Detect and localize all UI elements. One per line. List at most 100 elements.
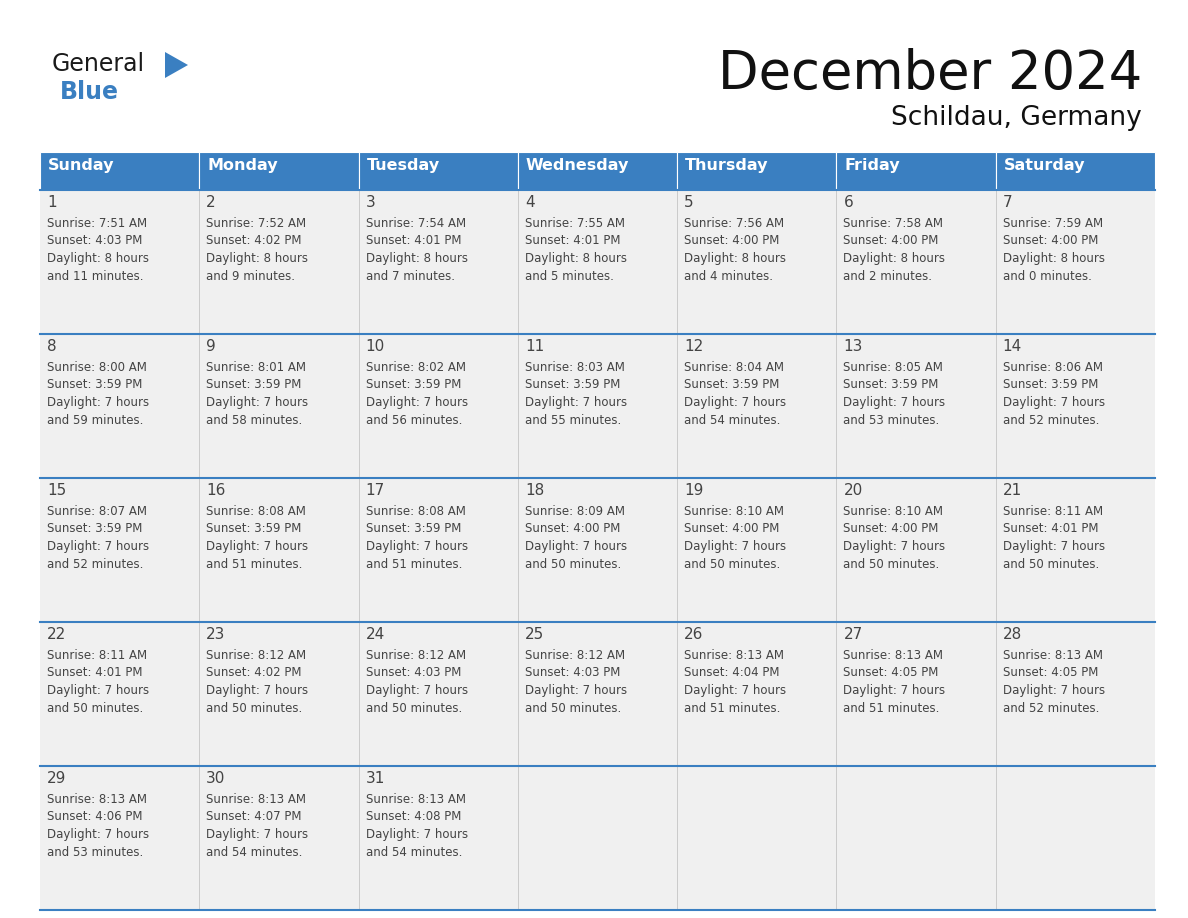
Text: and 53 minutes.: and 53 minutes. xyxy=(48,845,144,858)
Text: Daylight: 7 hours: Daylight: 7 hours xyxy=(843,396,946,409)
Polygon shape xyxy=(165,52,188,78)
Text: and 5 minutes.: and 5 minutes. xyxy=(525,270,614,283)
Bar xyxy=(836,766,996,910)
Text: Sunrise: 8:07 AM: Sunrise: 8:07 AM xyxy=(48,505,147,518)
Text: Sunset: 4:05 PM: Sunset: 4:05 PM xyxy=(843,666,939,679)
Text: Sunrise: 8:12 AM: Sunrise: 8:12 AM xyxy=(366,649,466,662)
Text: Daylight: 8 hours: Daylight: 8 hours xyxy=(366,252,468,265)
Text: and 7 minutes.: and 7 minutes. xyxy=(366,270,455,283)
Text: Sunset: 4:07 PM: Sunset: 4:07 PM xyxy=(207,811,302,823)
Text: and 0 minutes.: and 0 minutes. xyxy=(1003,270,1092,283)
Text: Daylight: 7 hours: Daylight: 7 hours xyxy=(207,396,309,409)
Text: and 50 minutes.: and 50 minutes. xyxy=(684,557,781,570)
Text: Sunset: 4:00 PM: Sunset: 4:00 PM xyxy=(843,522,939,535)
Bar xyxy=(836,152,996,190)
Text: Sunrise: 8:06 AM: Sunrise: 8:06 AM xyxy=(1003,361,1102,374)
Text: 18: 18 xyxy=(525,483,544,498)
Text: Sunset: 4:00 PM: Sunset: 4:00 PM xyxy=(684,234,779,248)
Text: Sunrise: 7:55 AM: Sunrise: 7:55 AM xyxy=(525,217,625,230)
Text: Sunset: 3:59 PM: Sunset: 3:59 PM xyxy=(48,522,143,535)
Text: 22: 22 xyxy=(48,627,67,642)
Text: Daylight: 7 hours: Daylight: 7 hours xyxy=(48,684,150,697)
Bar xyxy=(996,622,1155,766)
Text: 29: 29 xyxy=(48,771,67,786)
Bar xyxy=(200,190,359,334)
Bar xyxy=(996,152,1155,190)
Text: 27: 27 xyxy=(843,627,862,642)
Text: 14: 14 xyxy=(1003,339,1022,354)
Text: Sunset: 4:00 PM: Sunset: 4:00 PM xyxy=(843,234,939,248)
Text: December 2024: December 2024 xyxy=(718,48,1142,100)
Text: Sunrise: 8:11 AM: Sunrise: 8:11 AM xyxy=(48,649,147,662)
Bar xyxy=(996,190,1155,334)
Text: Sunset: 4:08 PM: Sunset: 4:08 PM xyxy=(366,811,461,823)
Text: Sunrise: 8:10 AM: Sunrise: 8:10 AM xyxy=(684,505,784,518)
Text: Sunset: 4:06 PM: Sunset: 4:06 PM xyxy=(48,811,143,823)
Bar xyxy=(200,334,359,478)
Bar xyxy=(836,190,996,334)
Text: and 52 minutes.: and 52 minutes. xyxy=(1003,701,1099,714)
Text: and 11 minutes.: and 11 minutes. xyxy=(48,270,144,283)
Text: 3: 3 xyxy=(366,195,375,210)
Bar xyxy=(518,766,677,910)
Text: 8: 8 xyxy=(48,339,57,354)
Text: Sunset: 4:03 PM: Sunset: 4:03 PM xyxy=(366,666,461,679)
Text: 10: 10 xyxy=(366,339,385,354)
Text: Sunset: 4:01 PM: Sunset: 4:01 PM xyxy=(48,666,143,679)
Text: 30: 30 xyxy=(207,771,226,786)
Text: and 50 minutes.: and 50 minutes. xyxy=(525,557,621,570)
Bar xyxy=(518,478,677,622)
Text: and 58 minutes.: and 58 minutes. xyxy=(207,413,303,427)
Text: Daylight: 7 hours: Daylight: 7 hours xyxy=(1003,540,1105,553)
Text: and 54 minutes.: and 54 minutes. xyxy=(684,413,781,427)
Text: Daylight: 7 hours: Daylight: 7 hours xyxy=(207,684,309,697)
Text: Thursday: Thursday xyxy=(685,158,769,173)
Bar xyxy=(677,478,836,622)
Text: Sunrise: 8:02 AM: Sunrise: 8:02 AM xyxy=(366,361,466,374)
Text: Sunset: 3:59 PM: Sunset: 3:59 PM xyxy=(48,378,143,391)
Text: Sunset: 4:05 PM: Sunset: 4:05 PM xyxy=(1003,666,1098,679)
Text: Daylight: 7 hours: Daylight: 7 hours xyxy=(207,828,309,841)
Text: Sunset: 4:00 PM: Sunset: 4:00 PM xyxy=(1003,234,1098,248)
Text: Daylight: 8 hours: Daylight: 8 hours xyxy=(207,252,308,265)
Text: Sunrise: 8:13 AM: Sunrise: 8:13 AM xyxy=(366,793,466,806)
Text: Tuesday: Tuesday xyxy=(367,158,440,173)
Text: Sunset: 3:59 PM: Sunset: 3:59 PM xyxy=(684,378,779,391)
Text: Sunset: 4:03 PM: Sunset: 4:03 PM xyxy=(525,666,620,679)
Text: Sunrise: 8:05 AM: Sunrise: 8:05 AM xyxy=(843,361,943,374)
Text: Daylight: 7 hours: Daylight: 7 hours xyxy=(684,684,786,697)
Text: Sunset: 4:00 PM: Sunset: 4:00 PM xyxy=(525,522,620,535)
Text: 7: 7 xyxy=(1003,195,1012,210)
Text: Daylight: 8 hours: Daylight: 8 hours xyxy=(48,252,148,265)
Text: General: General xyxy=(52,52,145,76)
Text: and 4 minutes.: and 4 minutes. xyxy=(684,270,773,283)
Text: Sunset: 3:59 PM: Sunset: 3:59 PM xyxy=(843,378,939,391)
Text: Daylight: 8 hours: Daylight: 8 hours xyxy=(684,252,786,265)
Bar xyxy=(40,152,200,190)
Bar xyxy=(518,152,677,190)
Text: and 52 minutes.: and 52 minutes. xyxy=(1003,413,1099,427)
Text: Schildau, Germany: Schildau, Germany xyxy=(891,105,1142,131)
Bar xyxy=(518,622,677,766)
Text: Daylight: 7 hours: Daylight: 7 hours xyxy=(1003,684,1105,697)
Text: and 50 minutes.: and 50 minutes. xyxy=(525,701,621,714)
Bar xyxy=(200,622,359,766)
Text: Sunset: 3:59 PM: Sunset: 3:59 PM xyxy=(366,522,461,535)
Bar xyxy=(836,478,996,622)
Text: Monday: Monday xyxy=(207,158,278,173)
Text: Sunrise: 8:13 AM: Sunrise: 8:13 AM xyxy=(1003,649,1102,662)
Text: Daylight: 7 hours: Daylight: 7 hours xyxy=(48,828,150,841)
Text: Sunset: 3:59 PM: Sunset: 3:59 PM xyxy=(1003,378,1098,391)
Bar xyxy=(677,622,836,766)
Text: Sunrise: 7:54 AM: Sunrise: 7:54 AM xyxy=(366,217,466,230)
Text: Sunset: 4:02 PM: Sunset: 4:02 PM xyxy=(207,666,302,679)
Text: and 51 minutes.: and 51 minutes. xyxy=(207,557,303,570)
Bar xyxy=(359,766,518,910)
Text: Daylight: 7 hours: Daylight: 7 hours xyxy=(525,684,627,697)
Text: Daylight: 7 hours: Daylight: 7 hours xyxy=(1003,396,1105,409)
Text: Sunrise: 8:12 AM: Sunrise: 8:12 AM xyxy=(207,649,307,662)
Text: 24: 24 xyxy=(366,627,385,642)
Bar xyxy=(200,152,359,190)
Text: Daylight: 8 hours: Daylight: 8 hours xyxy=(1003,252,1105,265)
Text: Sunrise: 8:04 AM: Sunrise: 8:04 AM xyxy=(684,361,784,374)
